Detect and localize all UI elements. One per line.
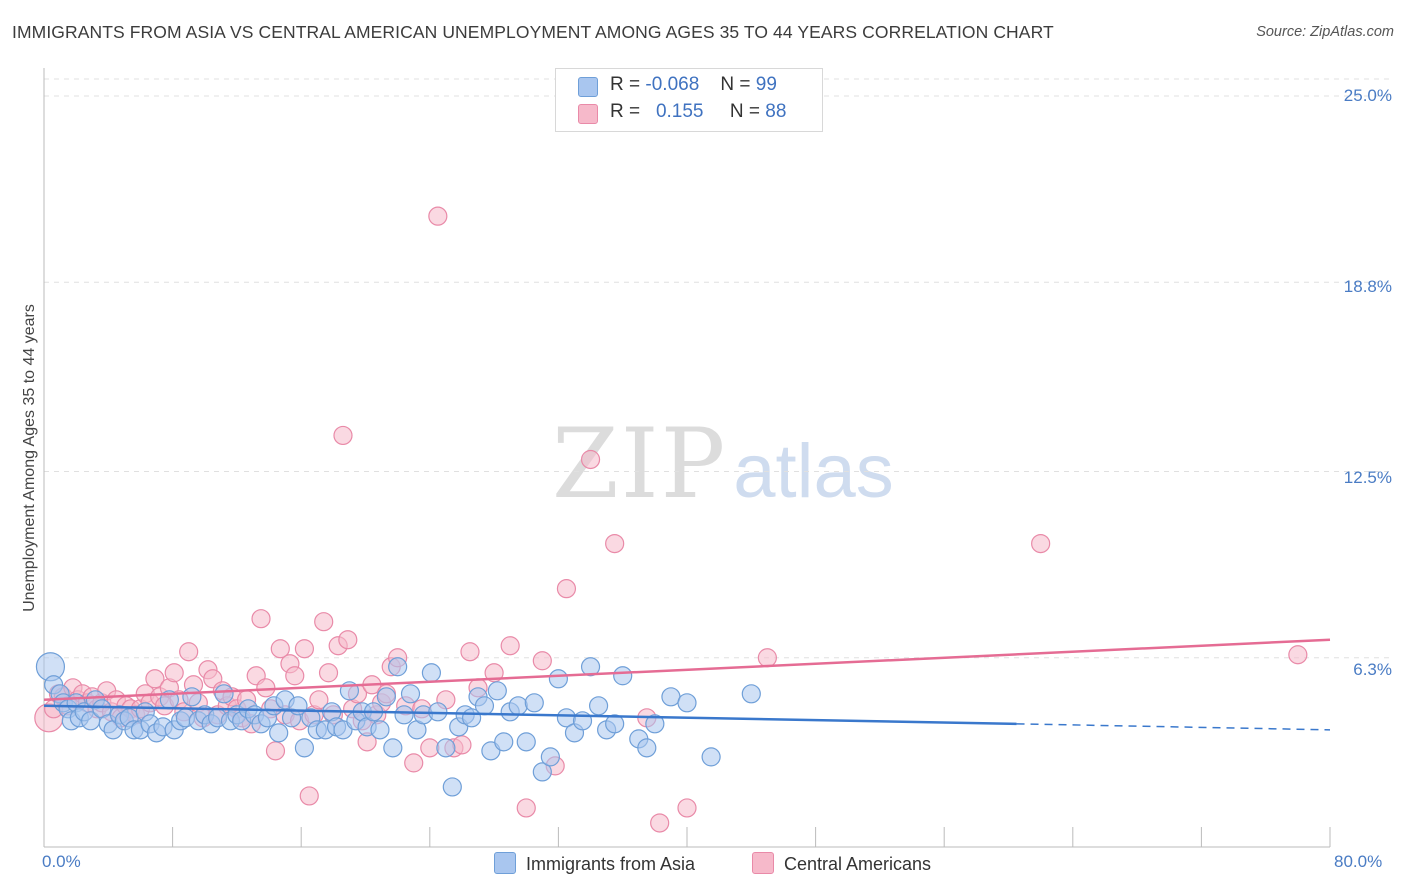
central-point-86 (532, 651, 552, 671)
central-point-89 (580, 449, 601, 470)
central-point-74 (404, 753, 424, 773)
bottom-central-label: Central Americans (784, 854, 932, 874)
central-point-47 (265, 741, 286, 761)
trend-lines (43, 638, 1331, 731)
asia-point-78 (508, 696, 528, 716)
asia-point-90 (605, 714, 625, 734)
central-point-58 (318, 663, 339, 683)
central-point-93 (677, 798, 697, 818)
asia-point-61 (394, 705, 414, 725)
central-point-57 (314, 612, 334, 632)
asia-point-88 (588, 696, 609, 716)
central-americans-points (34, 206, 1308, 833)
asia-n-value: 99 (755, 74, 777, 95)
central-point-56 (309, 690, 329, 710)
asia-point-95 (661, 687, 681, 707)
central-point-54 (299, 786, 319, 806)
gridlines (44, 78, 1392, 659)
asia-point-62 (400, 684, 421, 704)
central-n-label: N = (729, 101, 761, 122)
central-point-96 (1288, 645, 1308, 665)
central-point-44 (251, 609, 271, 629)
asia-point-75 (487, 681, 507, 701)
asia-point-59 (383, 738, 403, 758)
asia-point-58 (376, 687, 396, 707)
asia-point-81 (532, 762, 552, 782)
central-point-26 (164, 663, 184, 683)
bottom-asia-label: Immigrants from Asia (526, 854, 696, 874)
asia-point-93 (637, 738, 657, 758)
central-point-62 (338, 630, 358, 650)
asia-point-87 (580, 657, 601, 677)
y-axis-label: Unemployment Among Ages 35 to 44 years (21, 304, 38, 612)
asia-point-79 (516, 732, 536, 752)
y-tick-6-3: 6.3% (1353, 660, 1392, 679)
asia-point-27 (182, 687, 202, 707)
asia-n-label: N = (720, 74, 751, 95)
asia-point-80 (524, 693, 544, 713)
central-trend-line (43, 638, 1331, 702)
asia-point-76 (494, 732, 514, 752)
correlation-legend: R = -0.068 N = 99 R = 0.155 N = 88 (555, 68, 823, 132)
y-tick-18-8: 18.8% (1343, 277, 1392, 296)
asia-trend-extension (1016, 723, 1331, 731)
central-point-76 (420, 738, 440, 758)
x-tick-min: 0.0% (42, 852, 81, 871)
asia-point-83 (548, 669, 569, 689)
central-swatch (578, 104, 598, 124)
asia-point-41 (269, 723, 289, 743)
asia-r-label: R = (610, 74, 641, 95)
central-point-48 (270, 639, 290, 659)
axes (43, 68, 1331, 848)
immigrants-from-asia-points (35, 652, 761, 797)
bottom-legend-central: Central Americans (752, 852, 931, 875)
central-r-value: 0.155 (655, 101, 704, 122)
central-point-94 (757, 648, 777, 668)
bottom-central-swatch (752, 852, 774, 874)
central-point-51 (285, 666, 305, 686)
x-tick-max: 80.0% (1334, 852, 1383, 871)
source-label: Source: ZipAtlas.com (1256, 24, 1394, 40)
asia-r-value: -0.068 (645, 74, 700, 95)
y-tick-12-5: 12.5% (1343, 468, 1392, 487)
asia-point-73 (474, 696, 495, 716)
asia-trend-line (43, 704, 1017, 726)
asia-point-97 (701, 747, 721, 767)
central-point-45 (256, 678, 276, 698)
central-point-80 (452, 735, 472, 755)
asia-point-82 (540, 747, 560, 767)
asia-swatch (578, 77, 598, 97)
central-point-95 (1031, 533, 1051, 554)
asia-point-32 (214, 684, 234, 704)
central-point-53 (294, 639, 315, 659)
bottom-asia-swatch (494, 852, 516, 874)
central-n-value: 88 (765, 101, 787, 122)
central-point-92 (650, 813, 670, 833)
central-point-61 (333, 425, 353, 446)
bottom-legend-asia: Immigrants from Asia (494, 852, 695, 875)
central-point-77 (428, 206, 448, 226)
central-point-85 (516, 798, 536, 818)
asia-point-98 (741, 684, 761, 704)
asia-point-60 (388, 657, 408, 677)
asia-point-96 (677, 693, 697, 713)
chart-title: IMMIGRANTS FROM ASIA VS CENTRAL AMERICAN… (12, 22, 1054, 42)
central-point-90 (605, 533, 625, 554)
y-tick-25: 25.0% (1343, 86, 1392, 105)
asia-point-65 (421, 663, 442, 683)
asia-point-57 (370, 720, 390, 740)
asia-point-91 (613, 666, 633, 686)
central-point-84 (500, 636, 520, 656)
asia-point-67 (436, 738, 456, 758)
central-r-label: R = (610, 101, 641, 122)
central-point-22 (145, 669, 165, 689)
asia-point-68 (442, 777, 462, 797)
central-point-81 (460, 642, 480, 662)
central-point-29 (179, 642, 199, 662)
asia-point-94 (645, 714, 665, 734)
asia-point-45 (294, 738, 315, 758)
central-point-88 (556, 579, 577, 599)
